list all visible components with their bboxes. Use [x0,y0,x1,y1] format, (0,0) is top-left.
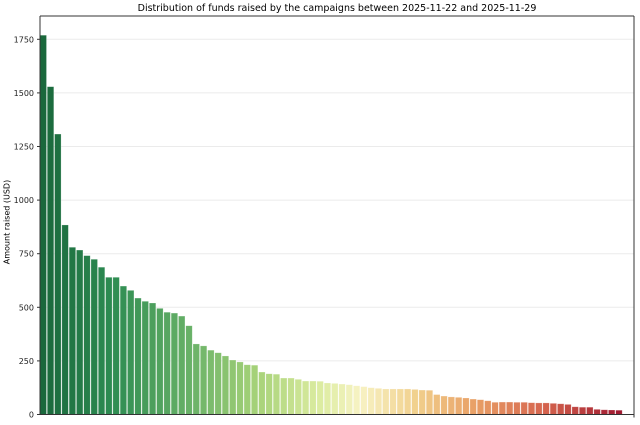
bar [389,388,397,415]
bar [564,404,572,415]
y-tick-label: 750 [19,250,34,259]
bar [506,401,514,415]
bar [396,388,404,415]
bar [345,384,353,415]
y-tick-label: 1000 [14,196,34,205]
bar [163,311,171,415]
y-tick-label: 1500 [14,89,34,98]
bar [134,297,142,415]
bar [294,379,302,415]
bar [185,325,193,415]
bar [76,249,84,415]
bar [557,403,565,415]
bar [280,377,288,415]
y-tick-label: 0 [29,411,34,420]
bar [535,402,543,415]
y-tick-label: 250 [19,357,34,366]
bars [39,34,623,415]
bar [105,276,113,415]
bar [608,409,616,415]
bar [542,402,550,415]
bar [90,258,98,415]
bar [462,397,470,415]
bar [316,380,324,415]
bar [214,352,222,415]
bar [192,343,200,415]
bar [141,300,149,415]
bar [513,401,521,415]
bar [61,224,69,415]
bar [200,345,208,415]
bar [404,388,412,415]
bar [411,389,419,415]
bar [83,255,91,415]
bar [119,285,127,415]
bar [520,401,528,415]
bar [309,380,317,415]
bar [112,276,120,415]
bar [586,406,594,415]
bar [178,315,186,415]
bar [469,398,477,415]
bar [374,388,383,415]
bar [149,302,157,415]
bar [433,394,441,415]
bar [418,389,426,415]
bar [127,290,135,415]
bar [578,406,587,415]
y-tick-label: 1750 [14,35,34,44]
bar [68,246,76,415]
bar [323,382,331,415]
bar [549,403,557,415]
bar [170,312,178,415]
bar [476,399,485,415]
y-tick-label: 500 [19,303,34,312]
bar [54,133,62,415]
bar [302,380,310,415]
bar [498,401,506,415]
bar [484,400,492,415]
bar [251,364,259,415]
bar [527,402,536,415]
bar [39,34,47,415]
bar [360,386,368,415]
y-tick-label: 1250 [14,143,34,152]
bar [265,373,273,415]
bar [491,401,499,415]
bar [156,308,164,415]
bar [353,385,361,415]
bar [367,387,375,415]
bar [382,388,390,415]
bar [243,364,251,415]
bar [236,361,244,415]
bar [440,395,448,415]
bar [287,377,295,415]
bar [331,383,339,415]
bar [46,86,55,415]
bar [258,371,266,415]
axes: 0 250 500 750 1000 1250 1500 1750 [14,15,635,420]
bar [455,397,463,415]
bar [272,373,280,415]
bar [221,355,229,415]
bar [593,409,601,415]
bar [447,396,455,415]
bar [615,409,623,415]
gridlines [40,38,634,362]
bar [600,409,608,415]
bar [207,349,215,415]
bar [98,266,106,415]
bar [338,383,346,415]
bar [571,406,579,415]
bar [425,389,434,415]
chart-title: Distribution of funds raised by the camp… [137,3,537,14]
bar [229,359,237,415]
